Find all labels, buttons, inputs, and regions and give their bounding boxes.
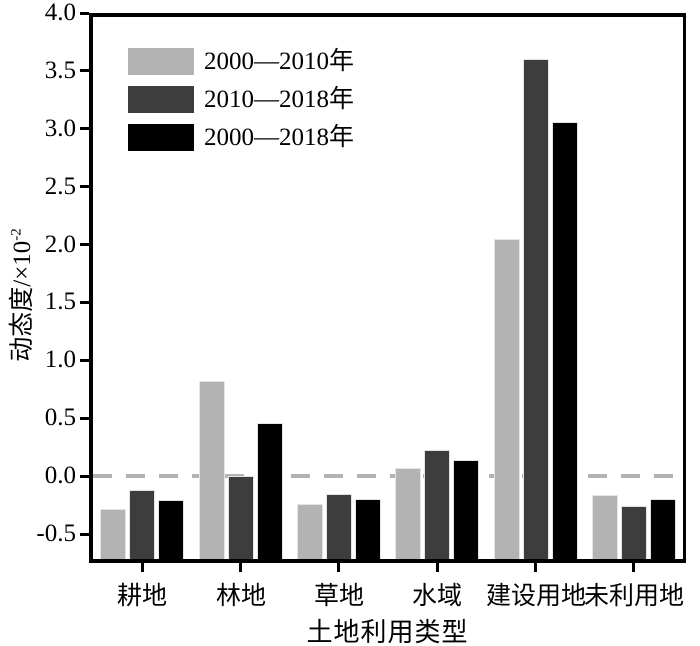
bar <box>552 121 578 563</box>
bar <box>592 494 618 563</box>
zero-dashed-line <box>93 474 683 479</box>
y-tick-label: -0.5 <box>36 520 76 547</box>
legend-label: 2000—2010年 <box>204 48 355 75</box>
bar <box>494 238 520 563</box>
legend-item: 2000—2010年 <box>128 48 354 75</box>
y-axis-tick <box>80 301 89 304</box>
y-tick-label: 3.0 <box>44 115 76 142</box>
legend-item: 2010—2018年 <box>128 86 354 113</box>
y-tick-label: 2.5 <box>44 173 76 200</box>
x-axis-tick <box>337 563 340 572</box>
y-axis-tick <box>80 417 89 420</box>
x-axis-tick <box>632 563 635 572</box>
bar <box>297 503 323 563</box>
y-tick-label: 2.0 <box>44 231 76 258</box>
y-axis-tick <box>80 12 89 15</box>
y-tick-label: 0.5 <box>44 404 76 431</box>
bar <box>100 508 126 563</box>
y-axis-tick <box>80 127 89 130</box>
x-category-label: 草地 <box>313 583 364 610</box>
x-category-label: 建设用地 <box>485 583 586 610</box>
y-axis-title-exponent: -2 <box>8 228 25 241</box>
x-category-label: 未利用地 <box>583 583 684 610</box>
y-axis-tick <box>80 185 89 188</box>
y-axis-tick <box>80 475 89 478</box>
legend-label: 2000—2018年 <box>204 124 355 151</box>
bar <box>326 493 352 563</box>
bar <box>650 499 676 563</box>
bar <box>395 468 421 563</box>
y-axis-tick <box>80 243 89 246</box>
x-axis-title: 土地利用类型 <box>306 618 469 646</box>
y-tick-label: 3.5 <box>44 57 76 84</box>
x-category-label: 耕地 <box>116 583 167 610</box>
bar <box>523 59 549 563</box>
bar <box>228 476 254 563</box>
x-category-label: 林地 <box>215 583 266 610</box>
y-tick-label: 1.5 <box>44 288 76 315</box>
legend-item: 2000—2018年 <box>128 124 354 151</box>
legend-swatch <box>128 86 194 113</box>
y-axis-tick <box>80 533 89 536</box>
y-tick-label: 1.0 <box>44 346 76 373</box>
bar <box>621 506 647 563</box>
x-category-label: 水域 <box>411 583 462 610</box>
y-tick-label: 4.0 <box>44 0 76 26</box>
x-axis-tick <box>239 563 242 572</box>
bar <box>453 459 479 563</box>
bar <box>257 422 283 563</box>
y-axis-title-text: 动态度/×10 <box>9 240 36 362</box>
x-axis-tick <box>436 563 439 572</box>
bar <box>158 500 184 563</box>
legend-swatch <box>128 124 194 151</box>
x-axis-tick <box>141 563 144 572</box>
x-axis-tick <box>534 563 537 572</box>
legend: 2000—2010年 2010—2018年 2000—2018年 <box>128 48 354 151</box>
y-axis-tick <box>80 69 89 72</box>
y-axis-tick <box>80 359 89 362</box>
bar <box>355 499 381 563</box>
legend-label: 2010—2018年 <box>204 86 355 113</box>
bar <box>424 449 450 563</box>
bar <box>199 381 225 563</box>
y-tick-label: 0.0 <box>44 462 76 489</box>
bar <box>129 490 155 563</box>
y-axis-title: 动态度/×10-2 <box>2 228 38 362</box>
legend-swatch <box>128 48 194 75</box>
